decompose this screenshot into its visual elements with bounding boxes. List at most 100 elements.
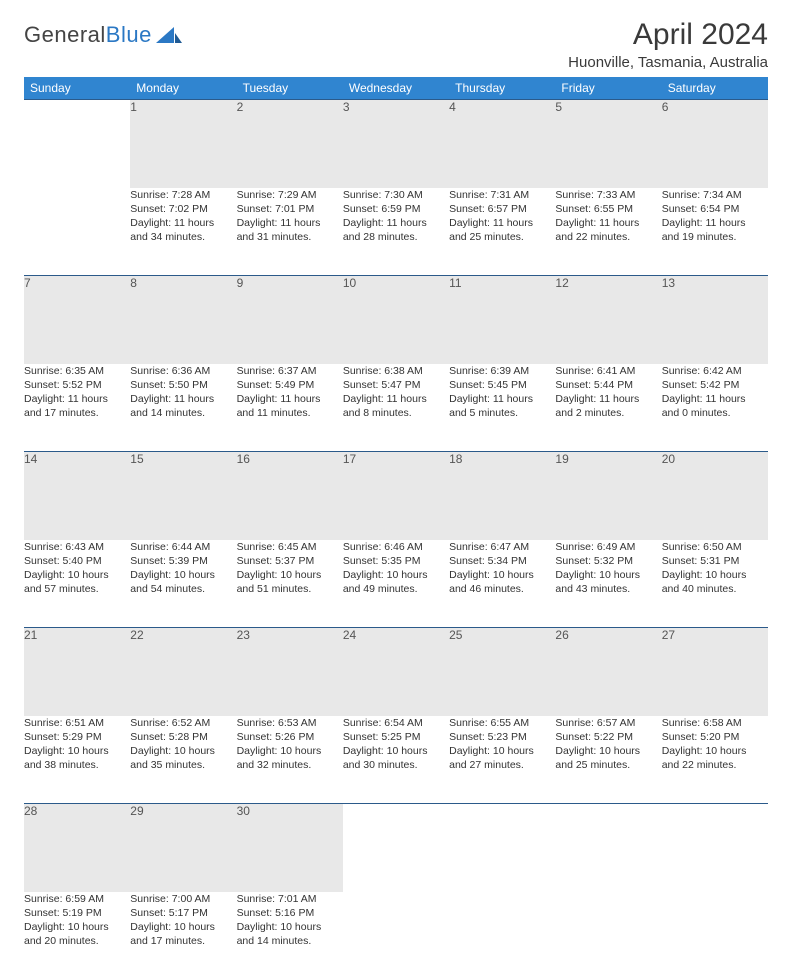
day-sr: Sunrise: 6:41 AM xyxy=(555,364,661,378)
day-d1: Daylight: 11 hours xyxy=(130,216,236,230)
day-number-cell: 29 xyxy=(130,804,236,892)
week-info-row: Sunrise: 6:51 AMSunset: 5:29 PM Daylight:… xyxy=(24,716,768,804)
day-sr: Sunrise: 6:35 AM xyxy=(24,364,130,378)
day-d2: and 22 minutes. xyxy=(555,230,661,244)
week-daynum-row: 78910111213 xyxy=(24,276,768,364)
day-sr: Sunrise: 6:45 AM xyxy=(237,540,343,554)
day-ss: Sunset: 5:40 PM xyxy=(24,554,130,568)
day-d1: Daylight: 10 hours xyxy=(555,744,661,758)
day-number-cell: 6 xyxy=(662,100,768,188)
day-ss: Sunset: 5:17 PM xyxy=(130,906,236,920)
day-ss: Sunset: 5:16 PM xyxy=(237,906,343,920)
day-d2: and 0 minutes. xyxy=(662,406,768,420)
calendar-table: Sunday Monday Tuesday Wednesday Thursday… xyxy=(24,77,768,980)
day-d1: Daylight: 10 hours xyxy=(555,568,661,582)
day-header: Sunday xyxy=(24,77,130,100)
day-d1: Daylight: 10 hours xyxy=(662,568,768,582)
day-number-cell: 3 xyxy=(343,100,449,188)
day-number-cell: 18 xyxy=(449,452,555,540)
day-info-cell: Sunrise: 7:30 AMSunset: 6:59 PMDaylight:… xyxy=(343,188,449,276)
day-number-cell: 15 xyxy=(130,452,236,540)
month-title: April 2024 xyxy=(568,18,768,52)
day-info-cell: Sunrise: 6:44 AMSunset: 5:39 PMDaylight:… xyxy=(130,540,236,628)
day-d1: Daylight: 11 hours xyxy=(662,392,768,406)
day-header: Tuesday xyxy=(237,77,343,100)
day-info-cell: Sunrise: 7:01 AMSunset: 5:16 PMDaylight:… xyxy=(237,892,343,980)
day-number-cell: 14 xyxy=(24,452,130,540)
day-d1: Daylight: 10 hours xyxy=(237,920,343,934)
day-ss: Sunset: 5:34 PM xyxy=(449,554,555,568)
header: GeneralBlue April 2024 Huonville, Tasman… xyxy=(24,18,768,71)
day-info-cell: Sunrise: 6:41 AMSunset: 5:44 PMDaylight:… xyxy=(555,364,661,452)
day-ss: Sunset: 5:29 PM xyxy=(24,730,130,744)
day-number-cell xyxy=(449,804,555,892)
day-info-cell: Sunrise: 6:59 AMSunset: 5:19 PMDaylight:… xyxy=(24,892,130,980)
day-d1: Daylight: 10 hours xyxy=(24,920,130,934)
week-info-row: Sunrise: 7:28 AMSunset: 7:02 PMDaylight:… xyxy=(24,188,768,276)
day-d1: Daylight: 11 hours xyxy=(130,392,236,406)
day-sr: Sunrise: 6:52 AM xyxy=(130,716,236,730)
day-number-cell: 1 xyxy=(130,100,236,188)
day-number-cell: 8 xyxy=(130,276,236,364)
day-d1: Daylight: 11 hours xyxy=(343,216,449,230)
day-sr: Sunrise: 6:38 AM xyxy=(343,364,449,378)
day-info-cell: Sunrise: 6:58 AMSunset: 5:20 PMDaylight:… xyxy=(662,716,768,804)
brand-part2: Blue xyxy=(106,22,152,48)
day-ss: Sunset: 5:25 PM xyxy=(343,730,449,744)
day-ss: Sunset: 5:28 PM xyxy=(130,730,236,744)
day-ss: Sunset: 5:49 PM xyxy=(237,378,343,392)
day-ss: Sunset: 7:01 PM xyxy=(237,202,343,216)
day-d1: Daylight: 10 hours xyxy=(24,568,130,582)
week-daynum-row: 21222324252627 xyxy=(24,628,768,716)
day-number-cell: 9 xyxy=(237,276,343,364)
day-d2: and 35 minutes. xyxy=(130,758,236,772)
day-number-cell: 12 xyxy=(555,276,661,364)
day-number-cell: 2 xyxy=(237,100,343,188)
day-d1: Daylight: 10 hours xyxy=(662,744,768,758)
day-d1: Daylight: 11 hours xyxy=(555,216,661,230)
day-sr: Sunrise: 7:28 AM xyxy=(130,188,236,202)
day-d1: Daylight: 11 hours xyxy=(237,216,343,230)
day-d1: Daylight: 11 hours xyxy=(24,392,130,406)
day-d2: and 31 minutes. xyxy=(237,230,343,244)
day-number-cell: 19 xyxy=(555,452,661,540)
day-number-cell: 23 xyxy=(237,628,343,716)
day-ss: Sunset: 5:47 PM xyxy=(343,378,449,392)
day-header: Wednesday xyxy=(343,77,449,100)
day-sr: Sunrise: 6:51 AM xyxy=(24,716,130,730)
day-info-cell xyxy=(555,892,661,980)
day-number-cell: 16 xyxy=(237,452,343,540)
day-d2: and 32 minutes. xyxy=(237,758,343,772)
day-info-cell xyxy=(343,892,449,980)
day-d2: and 14 minutes. xyxy=(130,406,236,420)
day-ss: Sunset: 5:31 PM xyxy=(662,554,768,568)
day-d2: and 17 minutes. xyxy=(24,406,130,420)
day-d2: and 34 minutes. xyxy=(130,230,236,244)
day-header: Friday xyxy=(555,77,661,100)
day-d1: Daylight: 11 hours xyxy=(449,216,555,230)
day-d2: and 22 minutes. xyxy=(662,758,768,772)
day-info-cell xyxy=(449,892,555,980)
day-ss: Sunset: 5:20 PM xyxy=(662,730,768,744)
day-sr: Sunrise: 6:46 AM xyxy=(343,540,449,554)
week-info-row: Sunrise: 6:35 AMSunset: 5:52 PMDaylight:… xyxy=(24,364,768,452)
day-info-cell: Sunrise: 7:29 AMSunset: 7:01 PMDaylight:… xyxy=(237,188,343,276)
day-d1: Daylight: 10 hours xyxy=(237,568,343,582)
day-info-cell: Sunrise: 7:28 AMSunset: 7:02 PMDaylight:… xyxy=(130,188,236,276)
day-number-cell: 4 xyxy=(449,100,555,188)
day-d2: and 11 minutes. xyxy=(237,406,343,420)
day-ss: Sunset: 5:37 PM xyxy=(237,554,343,568)
day-info-cell: Sunrise: 6:53 AMSunset: 5:26 PMDaylight:… xyxy=(237,716,343,804)
day-d1: Daylight: 10 hours xyxy=(237,744,343,758)
day-sr: Sunrise: 6:57 AM xyxy=(555,716,661,730)
day-ss: Sunset: 7:02 PM xyxy=(130,202,236,216)
day-sr: Sunrise: 6:44 AM xyxy=(130,540,236,554)
day-info-cell: Sunrise: 6:36 AMSunset: 5:50 PMDaylight:… xyxy=(130,364,236,452)
day-d2: and 8 minutes. xyxy=(343,406,449,420)
day-sr: Sunrise: 6:47 AM xyxy=(449,540,555,554)
brand-logo: GeneralBlue xyxy=(24,18,182,48)
day-ss: Sunset: 5:32 PM xyxy=(555,554,661,568)
day-number-cell: 20 xyxy=(662,452,768,540)
brand-part1: General xyxy=(24,22,106,48)
day-ss: Sunset: 5:52 PM xyxy=(24,378,130,392)
